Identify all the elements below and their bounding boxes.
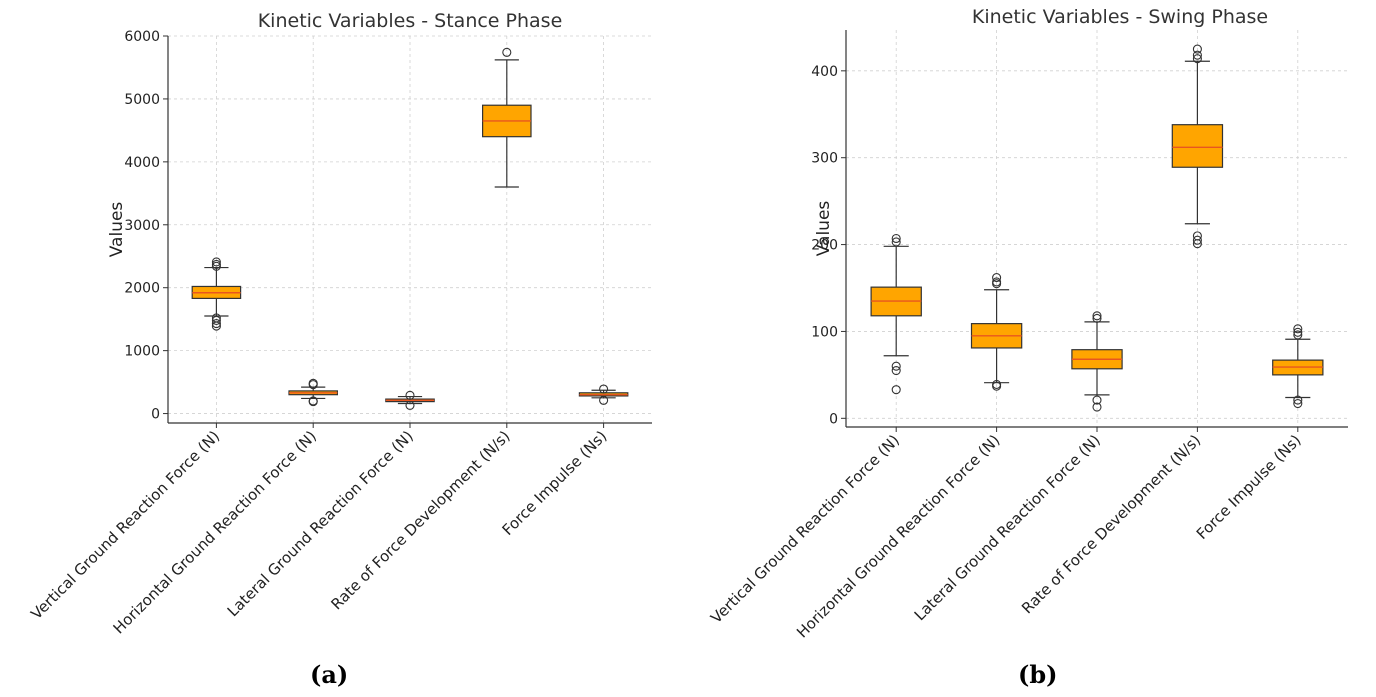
outlier-point (1092, 311, 1102, 321)
outlier-point (992, 277, 1002, 287)
x-tick-label: Horizontal Ground Reaction Force (N) (110, 427, 320, 637)
iqr-box (1171, 124, 1224, 168)
x-tick-label: Vertical Ground Reaction Force (N) (27, 427, 223, 623)
box-plot-3 (1071, 311, 1123, 412)
outlier-point (891, 361, 901, 371)
box-plot-5 (1272, 324, 1324, 409)
x-tick-label: Vertical Ground Reaction Force (N) (707, 431, 903, 627)
outlier-point (405, 400, 415, 410)
outlier-point (1192, 231, 1202, 241)
outlier-point (1092, 402, 1102, 412)
outlier-point (1092, 395, 1102, 405)
y-axis-label: Values (107, 202, 127, 258)
y-tick-label: 0 (829, 411, 838, 427)
y-tick-label: 200 (811, 238, 838, 254)
y-tick-label: 2000 (124, 281, 160, 297)
x-tick-label: Rate of Force Development (N/s) (1018, 431, 1204, 617)
outlier-point (1192, 54, 1202, 64)
outlier-point (599, 395, 609, 405)
outlier-point (308, 396, 318, 406)
box-plot-2 (288, 378, 339, 407)
box-plot-4 (482, 47, 532, 188)
outlier-point (211, 259, 221, 269)
y-tick-label: 4000 (124, 155, 160, 171)
outlier-point (1293, 395, 1303, 405)
box-plot-3 (385, 390, 435, 410)
y-axis-label: Values (814, 201, 834, 257)
outlier-point (1293, 330, 1303, 340)
swing-phase-chart-svg: 0 100 200 300 400 Vertical Ground Reaction Fo… (707, 6, 1348, 641)
grid (168, 35, 652, 423)
stance-phase-chart: 0 1000 2000 3000 4000 5000 6000 Vertical Ground… (27, 10, 652, 637)
outlier-point (1192, 50, 1202, 60)
outlier-point (308, 378, 318, 388)
x-tick-label: Lateral Ground Reaction Force (N) (911, 431, 1104, 624)
outlier-point (992, 379, 1002, 389)
outlier-point (1192, 235, 1202, 245)
caption-b: (b) (1018, 660, 1058, 689)
box-plot-5 (578, 384, 629, 405)
box-plot-2 (970, 273, 1023, 391)
outlier-point (211, 257, 221, 267)
outlier-point (891, 385, 901, 395)
box-plot-1 (870, 233, 922, 395)
y-tick-label: 5000 (124, 92, 160, 108)
box-plot-1 (191, 257, 242, 331)
box-plot-4 (1171, 44, 1224, 249)
y-tick-label: 6000 (124, 29, 160, 45)
y-tick-label: 400 (811, 64, 838, 80)
chart-title: Kinetic Variables - Swing Phase (972, 6, 1268, 28)
outlier-point (405, 390, 415, 400)
outlier-point (1192, 44, 1202, 54)
outlier-point (1293, 398, 1303, 409)
y-tick-label: 1000 (124, 344, 160, 360)
swing-phase-chart: 0 100 200 300 400 Vertical Ground Reaction Fo… (688, 0, 1376, 697)
x-tick-label: Lateral Ground Reaction Force (N) (224, 427, 417, 620)
outlier-point (599, 384, 609, 394)
x-tick-label: Horizontal Ground Reaction Force (N) (793, 431, 1003, 641)
x-tick-label: Rate of Force Development (N/s) (327, 427, 513, 613)
y-tick-label: 300 (811, 151, 838, 167)
x-tick-label: Force Impulse (Ns) (1193, 431, 1305, 543)
stance-phase-chart-svg: 0 1000 2000 3000 4000 5000 6000 Vertical Ground… (27, 10, 652, 637)
y-tick-label: 0 (151, 407, 160, 423)
outlier-point (891, 233, 901, 244)
outlier-point (992, 273, 1002, 283)
x-tick-label: Force Impulse (Ns) (499, 427, 611, 539)
outlier-point (891, 365, 901, 376)
chart-title: Kinetic Variables - Stance Phase (258, 10, 563, 32)
caption-a: (a) (310, 660, 349, 689)
outlier-point (502, 47, 512, 57)
y-tick-label: 100 (811, 324, 838, 340)
outlier-point (1293, 324, 1303, 334)
outlier-point (211, 313, 221, 323)
outlier-point (1092, 313, 1102, 323)
outlier-point (211, 315, 221, 325)
outlier-point (211, 319, 221, 329)
outlier-point (1293, 327, 1303, 337)
y-tick-label: 3000 (124, 218, 160, 234)
outlier-point (891, 237, 901, 247)
